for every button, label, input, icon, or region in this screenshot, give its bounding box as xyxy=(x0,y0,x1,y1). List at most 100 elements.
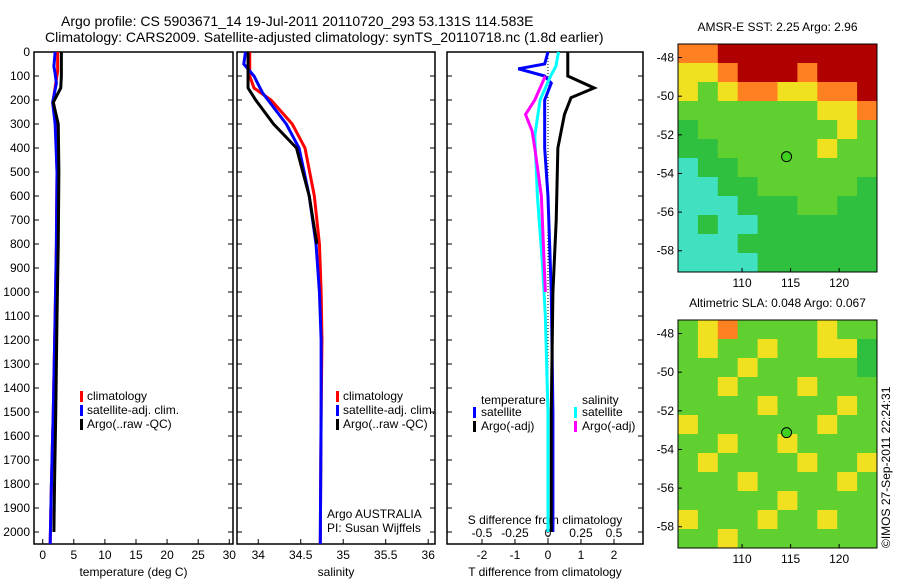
x-tick-label: 120 xyxy=(829,552,849,566)
legend-label: satellite xyxy=(582,405,623,419)
s-axis-label: S difference from climatology xyxy=(468,513,623,527)
y-tick-label: 1200 xyxy=(3,333,30,347)
map-title: AMSR-E SST: 2.25 Argo: 2.96 xyxy=(697,20,857,34)
heatmap-cell xyxy=(757,415,778,435)
heatmap-cell xyxy=(678,82,699,102)
heatmap-cell xyxy=(678,339,699,359)
x-tick-label: 115 xyxy=(781,552,800,566)
heatmap-cell xyxy=(717,158,739,178)
heatmap-cell xyxy=(757,472,778,492)
heatmap-cell xyxy=(697,472,719,492)
heatmap-cell xyxy=(837,320,858,340)
y-tick-label: 1600 xyxy=(3,429,30,443)
x-axis-label: temperature (deg C) xyxy=(79,565,187,579)
x-tick-label: 120 xyxy=(829,276,849,290)
heatmap-cell xyxy=(757,158,778,178)
heatmap-cell xyxy=(837,253,858,273)
heatmap-cell xyxy=(837,215,858,235)
heatmap-cell xyxy=(817,234,838,254)
heatmap-cell xyxy=(857,196,878,216)
y-tick-label: -50 xyxy=(657,365,675,379)
heatmap-cell xyxy=(737,396,759,416)
heatmap-cell xyxy=(797,215,818,235)
heatmap-cell xyxy=(737,82,759,102)
series-line-t-argo-adj- xyxy=(549,52,598,532)
heatmap-cell xyxy=(797,101,818,121)
heatmap-cell xyxy=(837,529,858,549)
heatmap-cell xyxy=(717,491,739,511)
heatmap-cell xyxy=(797,177,818,197)
heatmap-cell xyxy=(777,253,798,273)
y-tick-label: -58 xyxy=(657,520,675,534)
y-tick-label: 500 xyxy=(10,165,30,179)
s-tick-label: 0 xyxy=(545,526,552,540)
heatmap-cell xyxy=(837,158,858,178)
heatmap-cell xyxy=(717,529,739,549)
legend-swatch xyxy=(473,407,476,418)
heatmap-cell xyxy=(678,491,699,511)
heatmap-cell xyxy=(697,139,719,159)
heatmap-cell xyxy=(817,358,838,378)
y-tick-label: 2000 xyxy=(3,525,30,539)
heatmap-cell xyxy=(697,177,719,197)
heatmap-cell xyxy=(777,234,798,254)
heatmap-cell xyxy=(817,472,838,492)
heatmap-cell xyxy=(757,196,778,216)
heatmap-cell xyxy=(857,215,878,235)
legend-swatch xyxy=(80,391,83,402)
heatmap-cell xyxy=(797,253,818,273)
heatmap-cell xyxy=(697,158,719,178)
heatmap-cell xyxy=(717,396,739,416)
heatmap-cell xyxy=(857,63,878,83)
heatmap-cell xyxy=(678,472,699,492)
heatmap-cell xyxy=(737,434,759,454)
heatmap-cell xyxy=(817,453,838,473)
heatmap-cell xyxy=(837,358,858,378)
heatmap-cell xyxy=(777,63,798,83)
heatmap-cell xyxy=(737,491,759,511)
heatmap-cell xyxy=(697,510,719,530)
heatmap-cell xyxy=(817,177,838,197)
y-tick-label: -50 xyxy=(657,89,675,103)
heatmap-cell xyxy=(777,101,798,121)
heatmap-cell xyxy=(797,234,818,254)
heatmap-cell xyxy=(717,63,739,83)
heatmap-cell xyxy=(737,101,759,121)
heatmap-cell xyxy=(697,82,719,102)
y-tick-label: 100 xyxy=(10,69,30,83)
legend-swatch xyxy=(80,405,83,416)
heatmap-cell xyxy=(678,377,699,397)
heatmap-cell xyxy=(697,120,719,140)
heatmap-cell xyxy=(697,453,719,473)
heatmap-cell xyxy=(757,320,778,340)
heatmap-cell xyxy=(757,491,778,511)
heatmap-cell xyxy=(797,139,818,159)
heatmap-cell xyxy=(737,63,759,83)
heatmap-cell xyxy=(817,101,838,121)
heatmap-cell xyxy=(837,415,858,435)
heatmap-cell xyxy=(717,415,739,435)
y-tick-label: 1700 xyxy=(3,453,30,467)
heatmap-cell xyxy=(777,196,798,216)
heatmap-cell xyxy=(737,234,759,254)
x-tick-label: 1 xyxy=(578,548,585,562)
heatmap-cell xyxy=(797,120,818,140)
x-tick-label: -2 xyxy=(477,548,488,562)
map-frame xyxy=(677,319,878,549)
heatmap-cell xyxy=(857,358,878,378)
heatmap-cell xyxy=(757,63,778,83)
heatmap-cell xyxy=(817,339,838,359)
heatmap-cell xyxy=(697,253,719,273)
heatmap-cell xyxy=(837,63,858,83)
legend-swatch xyxy=(336,391,339,402)
heatmap-cell xyxy=(717,510,739,530)
heatmap-cell xyxy=(737,177,759,197)
series-line-s-satellite xyxy=(533,51,561,532)
heatmap-cell xyxy=(717,44,739,64)
heatmap-cell xyxy=(777,358,798,378)
heatmap-cell xyxy=(797,510,818,530)
heatmap-cell xyxy=(737,529,759,549)
x-tick-label: 36 xyxy=(422,548,436,562)
heatmap-cell xyxy=(817,63,838,83)
y-tick-label: 900 xyxy=(10,261,30,275)
